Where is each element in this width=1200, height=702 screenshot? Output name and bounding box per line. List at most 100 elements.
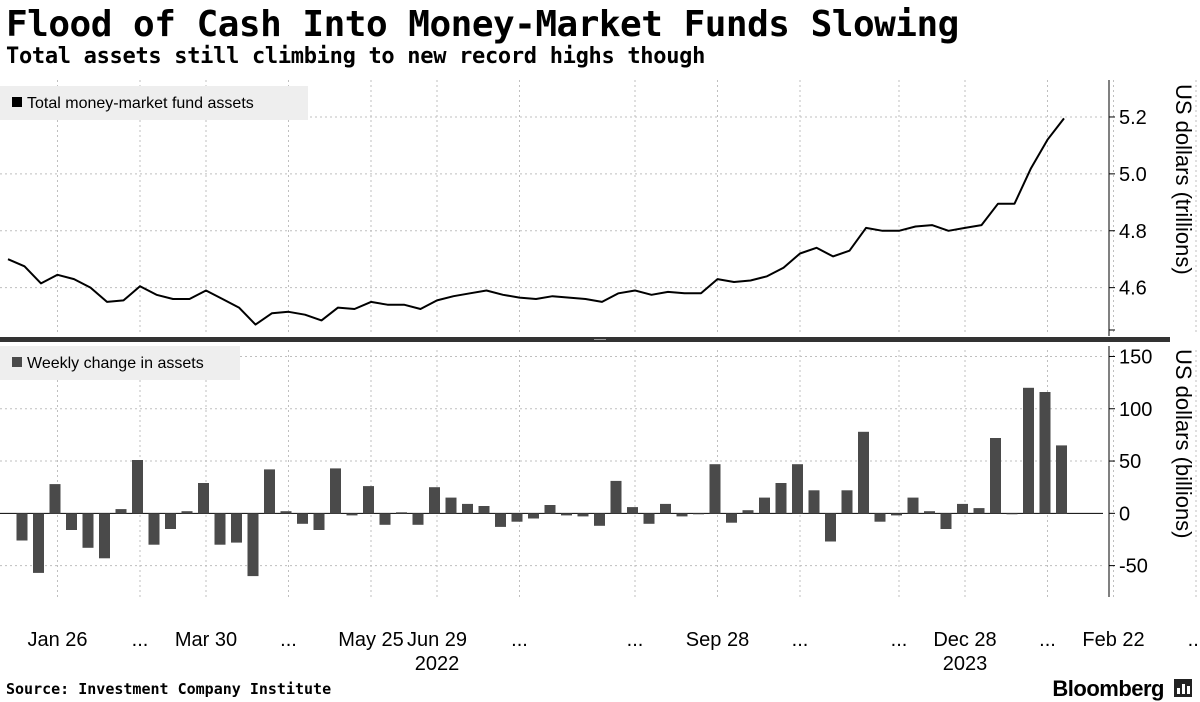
- bloomberg-chart-icon: [1174, 679, 1192, 697]
- x-tick-label: ...: [511, 629, 528, 651]
- bar-weekly-change: [957, 503, 968, 514]
- bar-weekly-change: [808, 490, 820, 514]
- bar-weekly-change: [643, 513, 655, 524]
- bar-weekly-change: [544, 505, 556, 514]
- x-tick-label: Jun 29: [407, 629, 467, 651]
- x-tick-label: Sep 28: [686, 629, 749, 651]
- bar-weekly-change: [346, 513, 358, 516]
- bar-weekly-change: [825, 513, 836, 542]
- bar-weekly-change: [973, 508, 985, 514]
- bar-weekly-change: [775, 483, 787, 514]
- x-tick-label: Feb 22: [1082, 629, 1144, 651]
- bar-weekly-change: [759, 497, 770, 514]
- y-axis-title: US dollars (billions): [1171, 349, 1196, 539]
- brand-logo: Bloomberg: [1052, 676, 1164, 701]
- bar-weekly-change: [49, 484, 61, 514]
- chart-subtitle: Total assets still climbing to new recor…: [6, 44, 706, 69]
- x-tick-label: ...: [891, 629, 908, 651]
- bar-weekly-change: [99, 513, 110, 559]
- bar-weekly-change: [924, 511, 935, 514]
- x-tick-label: ...: [627, 629, 644, 651]
- bar-weekly-change: [561, 513, 572, 516]
- x-tick-label: Mar 30: [175, 629, 237, 651]
- y-tick-label: 4.6: [1119, 278, 1147, 300]
- y-tick-label: 50: [1119, 451, 1141, 473]
- bar-weekly-change: [792, 464, 803, 514]
- legend-background: [0, 86, 308, 120]
- bar-weekly-change: [841, 490, 853, 514]
- bar-weekly-change: [709, 464, 721, 514]
- bar-weekly-change: [528, 513, 539, 519]
- bar-weekly-change: [676, 513, 688, 517]
- bar-weekly-change: [82, 513, 94, 548]
- chart-title: Flood of Cash Into Money-Market Funds Sl…: [6, 4, 959, 45]
- series-line-total-assets: [7, 117, 1065, 326]
- legend-label: Weekly change in assets: [27, 355, 204, 372]
- bar-weekly-change: [1039, 392, 1051, 514]
- bar-weekly-change: [313, 513, 325, 530]
- legend-label: Total money-market fund assets: [27, 95, 254, 112]
- x-year-label: 2022: [415, 653, 460, 675]
- bar-weekly-change: [1056, 445, 1067, 514]
- bar-weekly-change: [495, 513, 506, 527]
- bar-weekly-change: [445, 497, 457, 514]
- bar-weekly-change: [148, 513, 160, 545]
- bar-weekly-change: [660, 503, 671, 514]
- x-tick-label: Jan 26: [27, 629, 87, 651]
- bar-weekly-change: [429, 487, 440, 514]
- y-tick-label: 5.0: [1119, 164, 1147, 186]
- bar-weekly-change: [330, 468, 341, 514]
- bar-weekly-change: [742, 510, 754, 514]
- bar-weekly-change: [907, 497, 919, 514]
- bar-weekly-change: [478, 506, 490, 514]
- bar-weekly-change: [165, 513, 176, 529]
- bar-weekly-change: [280, 511, 292, 514]
- bar-weekly-change: [66, 513, 77, 530]
- bar-weekly-change: [577, 513, 589, 517]
- bar-weekly-change: [132, 460, 143, 514]
- x-tick-label: ...: [1188, 629, 1200, 651]
- bar-weekly-change: [990, 438, 1001, 514]
- x-tick-label: May 25: [338, 629, 404, 651]
- bar-weekly-change: [181, 511, 193, 514]
- bar-weekly-change: [396, 512, 407, 514]
- bar-weekly-change: [363, 486, 374, 514]
- x-tick-label: ...: [280, 629, 297, 651]
- bar-weekly-change: [297, 513, 308, 524]
- bar-weekly-change: [198, 483, 209, 514]
- bar-weekly-change: [412, 513, 424, 525]
- bar-weekly-change: [231, 513, 242, 543]
- legend-background: [0, 346, 240, 380]
- y-tick-label: 4.8: [1119, 221, 1147, 243]
- bar-weekly-change: [594, 513, 605, 526]
- x-tick-label: ...: [132, 629, 149, 651]
- bar-weekly-change: [1006, 513, 1018, 515]
- bar-weekly-change: [379, 513, 391, 525]
- y-tick-label: 150: [1119, 346, 1152, 368]
- bar-weekly-change: [891, 513, 902, 516]
- x-tick-label: Dec 28: [933, 629, 996, 651]
- x-year-label: 2023: [943, 653, 988, 675]
- source-note: Source: Investment Company Institute: [6, 680, 332, 698]
- panel-divider: [0, 337, 1170, 342]
- x-tick-label: ...: [792, 629, 809, 651]
- bar-weekly-change: [627, 507, 638, 514]
- y-tick-label: 100: [1119, 399, 1152, 421]
- bar-weekly-change: [247, 513, 259, 577]
- chart-canvas: 4.6 4.8 5.0 5.2 -50 0 50 100 150 US dollars (tril…: [0, 80, 1200, 675]
- y-axis-title: US dollars (trillions): [1171, 84, 1196, 275]
- bar-weekly-change: [1023, 387, 1034, 514]
- x-tick-label: ...: [1039, 629, 1056, 651]
- bar-weekly-change: [693, 513, 704, 515]
- bar-weekly-change: [726, 513, 737, 523]
- bar-weekly-change: [940, 513, 952, 529]
- bar-weekly-change: [264, 469, 275, 514]
- legend-swatch: [12, 357, 22, 367]
- bar-weekly-change: [16, 513, 28, 541]
- bar-weekly-change: [874, 513, 886, 522]
- y-tick-label: 5.2: [1119, 107, 1147, 129]
- y-tick-label: -50: [1119, 556, 1148, 578]
- legend-swatch: [12, 97, 22, 107]
- bar-weekly-change: [858, 431, 869, 514]
- bar-weekly-change: [214, 513, 226, 545]
